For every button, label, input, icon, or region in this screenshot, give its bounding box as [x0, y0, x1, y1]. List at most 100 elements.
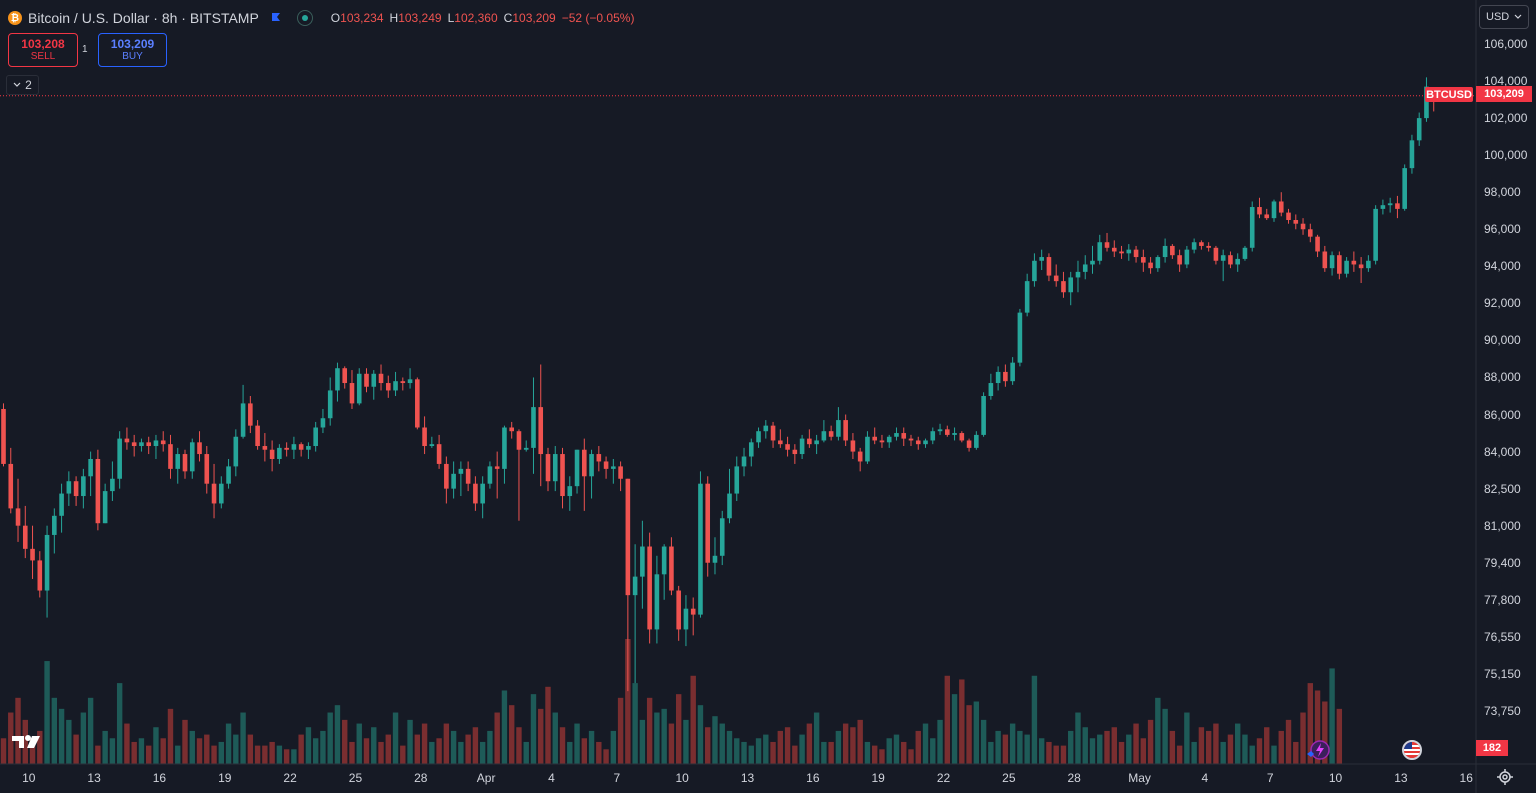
candle-body[interactable]: [538, 407, 544, 455]
candle-body[interactable]: [923, 440, 928, 445]
candle-body[interactable]: [473, 483, 478, 504]
candle-body[interactable]: [131, 442, 137, 447]
candle-body[interactable]: [284, 447, 289, 450]
gear-icon[interactable]: [1496, 768, 1514, 786]
symbol-title[interactable]: Bitcoin / U.S. Dollar · 8h · BITSTAMP: [28, 10, 259, 26]
candle-body[interactable]: [603, 461, 609, 469]
candle-body[interactable]: [523, 447, 529, 450]
candle-body[interactable]: [1024, 281, 1030, 313]
buy-button[interactable]: 103,209 BUY: [98, 33, 167, 67]
candle-body[interactable]: [785, 444, 790, 450]
candle-body[interactable]: [436, 444, 442, 464]
candle-body[interactable]: [545, 454, 551, 482]
candle-body[interactable]: [879, 440, 885, 443]
candle-body[interactable]: [683, 608, 689, 630]
candle-body[interactable]: [618, 466, 623, 479]
candle-body[interactable]: [1082, 264, 1088, 272]
candle-body[interactable]: [1090, 260, 1095, 265]
candle-body[interactable]: [393, 381, 398, 391]
candle-body[interactable]: [814, 440, 819, 445]
candle-body[interactable]: [763, 425, 769, 432]
candle-body[interactable]: [1308, 229, 1313, 237]
candle-body[interactable]: [582, 449, 587, 477]
candle-body[interactable]: [836, 420, 841, 437]
candle-body[interactable]: [1097, 242, 1103, 261]
candle-body[interactable]: [625, 478, 631, 596]
candle-body[interactable]: [458, 468, 464, 474]
candle-body[interactable]: [1032, 260, 1037, 282]
candle-body[interactable]: [1177, 255, 1182, 265]
candle-body[interactable]: [1402, 168, 1407, 209]
candle-body[interactable]: [342, 368, 348, 384]
candle-body[interactable]: [465, 468, 471, 484]
tradingview-logo-icon[interactable]: [10, 733, 46, 751]
candle-body[interactable]: [255, 425, 260, 447]
candle-body[interactable]: [1162, 245, 1168, 258]
candle-body[interactable]: [894, 433, 899, 437]
candle-body[interactable]: [531, 407, 536, 448]
candle-body[interactable]: [1141, 257, 1146, 263]
candle-body[interactable]: [204, 454, 210, 484]
candle-body[interactable]: [1387, 203, 1393, 206]
candle-body[interactable]: [1148, 262, 1153, 269]
candle-body[interactable]: [966, 440, 972, 448]
candle-body[interactable]: [189, 442, 195, 472]
candle-body[interactable]: [734, 466, 740, 494]
candle-body[interactable]: [371, 373, 377, 387]
candle-body[interactable]: [262, 446, 268, 450]
candle-body[interactable]: [1133, 249, 1139, 258]
candle-body[interactable]: [1329, 255, 1335, 269]
candle-body[interactable]: [415, 379, 420, 428]
candle-body[interactable]: [647, 546, 652, 630]
candle-body[interactable]: [153, 440, 159, 447]
candle-body[interactable]: [1017, 312, 1023, 363]
candle-body[interactable]: [981, 396, 986, 435]
candle-body[interactable]: [211, 483, 217, 504]
candle-body[interactable]: [712, 555, 718, 563]
candle-body[interactable]: [1416, 118, 1422, 141]
candle-body[interactable]: [8, 463, 14, 509]
candle-body[interactable]: [320, 418, 326, 428]
currency-select[interactable]: USD: [1479, 5, 1529, 29]
candle-body[interactable]: [502, 427, 507, 469]
candle-body[interactable]: [1010, 362, 1015, 382]
candle-body[interactable]: [560, 454, 565, 497]
candle-body[interactable]: [1111, 247, 1117, 252]
candle-body[interactable]: [574, 449, 580, 487]
candle-body[interactable]: [226, 466, 231, 484]
candle-body[interactable]: [1046, 257, 1052, 276]
candle-body[interactable]: [988, 383, 994, 396]
candle-body[interactable]: [1184, 249, 1190, 265]
candle-body[interactable]: [567, 486, 573, 497]
candle-body[interactable]: [1068, 277, 1074, 293]
candle-body[interactable]: [974, 434, 979, 448]
candle-body[interactable]: [741, 456, 747, 467]
candle-body[interactable]: [240, 403, 246, 437]
candle-body[interactable]: [669, 546, 674, 591]
candle-body[interactable]: [1337, 255, 1342, 274]
candle-body[interactable]: [451, 473, 456, 489]
us-flag-event-icon[interactable]: [1402, 740, 1422, 760]
candle-body[interactable]: [959, 433, 965, 441]
flag-icon[interactable]: [271, 12, 281, 24]
candle-body[interactable]: [850, 440, 856, 452]
candle-body[interactable]: [117, 438, 122, 479]
candle-body[interactable]: [1155, 257, 1161, 269]
candle-body[interactable]: [756, 431, 761, 443]
candle-body[interactable]: [349, 383, 355, 404]
candle-body[interactable]: [640, 546, 645, 577]
candle-body[interactable]: [1206, 245, 1211, 248]
candle-body[interactable]: [494, 466, 500, 469]
candle-body[interactable]: [589, 454, 594, 477]
candle-body[interactable]: [1424, 86, 1429, 119]
candle-body[interactable]: [654, 574, 660, 630]
candle-body[interactable]: [1286, 212, 1291, 220]
candle-body[interactable]: [233, 436, 239, 467]
candle-body[interactable]: [516, 431, 522, 450]
candle-body[interactable]: [1358, 264, 1364, 269]
candle-body[interactable]: [945, 429, 950, 435]
candle-body[interactable]: [727, 493, 732, 519]
candle-body[interactable]: [306, 446, 311, 450]
candle-body[interactable]: [219, 483, 224, 504]
